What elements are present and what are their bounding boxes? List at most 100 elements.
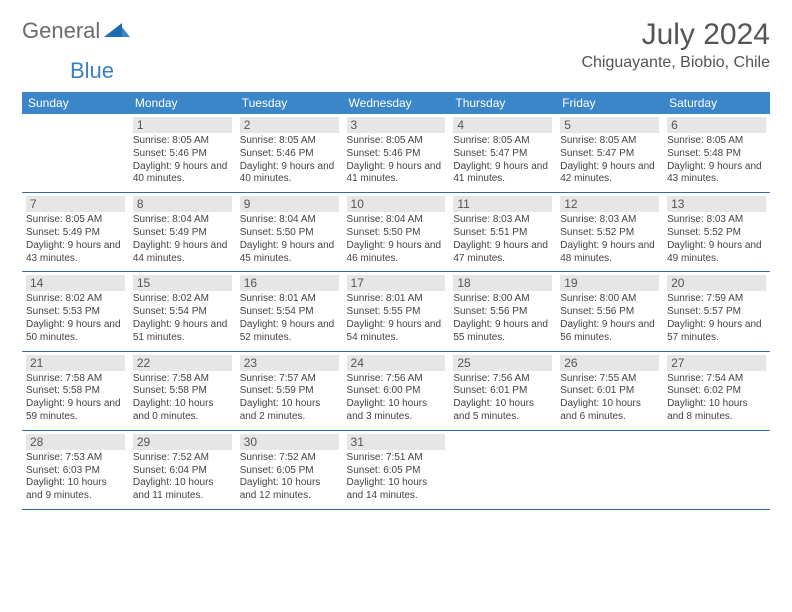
day-number: 28	[26, 434, 125, 450]
calendar-cell: 18Sunrise: 8:00 AMSunset: 5:56 PMDayligh…	[449, 272, 556, 351]
weekday-header: Wednesday	[343, 92, 450, 114]
weekday-header: Thursday	[449, 92, 556, 114]
day-details: Sunrise: 8:00 AMSunset: 5:56 PMDaylight:…	[453, 293, 552, 344]
page-title: July 2024	[581, 18, 770, 52]
calendar-cell: 1 Sunrise: 8:05 AMSunset: 5:46 PMDaylight…	[129, 114, 236, 193]
brand-general: General	[22, 18, 100, 44]
day-number: 16	[240, 275, 339, 291]
calendar-cell: 29Sunrise: 7:52 AMSunset: 6:04 PMDayligh…	[129, 430, 236, 509]
day-number: 30	[240, 434, 339, 450]
day-number: 19	[560, 275, 659, 291]
calendar-cell: 9 Sunrise: 8:04 AMSunset: 5:50 PMDaylight…	[236, 193, 343, 272]
calendar-cell: 11Sunrise: 8:03 AMSunset: 5:51 PMDayligh…	[449, 193, 556, 272]
weekday-header: Saturday	[663, 92, 770, 114]
day-number: 1	[133, 117, 232, 133]
day-number: 25	[453, 355, 552, 371]
day-number: 8	[133, 196, 232, 212]
brand-blue: Blue	[70, 58, 114, 83]
calendar-cell: 17Sunrise: 8:01 AMSunset: 5:55 PMDayligh…	[343, 272, 450, 351]
day-number: 17	[347, 275, 446, 291]
brand-logo: General	[22, 18, 132, 44]
calendar-cell: 12 Sunrise: 8:03 AMSunset: 5:52 PMDayligh…	[556, 193, 663, 272]
day-number: 21	[26, 355, 125, 371]
day-details: Sunrise: 8:04 AMSunset: 5:50 PMDaylight:…	[347, 214, 446, 265]
day-details: Sunrise: 7:56 AMSunset: 6:00 PMDaylight:…	[347, 373, 446, 424]
day-number: 11	[453, 196, 552, 212]
calendar-row: 14 Sunrise: 8:02 AMSunset: 5:53 PMDayligh…	[22, 272, 770, 351]
calendar-cell: 21 Sunrise: 7:58 AMSunset: 5:58 PMDayligh…	[22, 351, 129, 430]
calendar-cell: 16 Sunrise: 8:01 AMSunset: 5:54 PMDayligh…	[236, 272, 343, 351]
day-details: Sunrise: 7:51 AMSunset: 6:05 PMDaylight:…	[347, 452, 446, 503]
day-number: 20	[667, 275, 766, 291]
day-number: 12	[560, 196, 659, 212]
calendar-cell: 14 Sunrise: 8:02 AMSunset: 5:53 PMDayligh…	[22, 272, 129, 351]
calendar-cell: 22Sunrise: 7:58 AMSunset: 5:58 PMDayligh…	[129, 351, 236, 430]
calendar-cell: 25 Sunrise: 7:56 AMSunset: 6:01 PMDayligh…	[449, 351, 556, 430]
day-number: 27	[667, 355, 766, 371]
calendar-cell: 7Sunrise: 8:05 AMSunset: 5:49 PMDaylight…	[22, 193, 129, 272]
day-details: Sunrise: 7:58 AMSunset: 5:58 PMDaylight:…	[133, 373, 232, 424]
weekday-header: Monday	[129, 92, 236, 114]
brand-mark-icon	[104, 19, 130, 44]
day-details: Sunrise: 7:56 AMSunset: 6:01 PMDaylight:…	[453, 373, 552, 424]
calendar-cell: 23 Sunrise: 7:57 AMSunset: 5:59 PMDayligh…	[236, 351, 343, 430]
calendar-cell: 31 Sunrise: 7:51 AMSunset: 6:05 PMDayligh…	[343, 430, 450, 509]
weekday-header: Sunday	[22, 92, 129, 114]
calendar-row: 28 Sunrise: 7:53 AMSunset: 6:03 PMDayligh…	[22, 430, 770, 509]
calendar-row: 21 Sunrise: 7:58 AMSunset: 5:58 PMDayligh…	[22, 351, 770, 430]
calendar-cell: 10 Sunrise: 8:04 AMSunset: 5:50 PMDayligh…	[343, 193, 450, 272]
day-number: 10	[347, 196, 446, 212]
day-details: Sunrise: 8:05 AMSunset: 5:46 PMDaylight:…	[347, 135, 446, 186]
day-details: Sunrise: 8:03 AMSunset: 5:52 PMDaylight:…	[560, 214, 659, 265]
calendar-row: 1 Sunrise: 8:05 AMSunset: 5:46 PMDaylight…	[22, 114, 770, 193]
calendar-cell: 8 Sunrise: 8:04 AMSunset: 5:49 PMDaylight…	[129, 193, 236, 272]
day-details: Sunrise: 7:58 AMSunset: 5:58 PMDaylight:…	[26, 373, 125, 424]
calendar-cell: 5Sunrise: 8:05 AMSunset: 5:47 PMDaylight…	[556, 114, 663, 193]
day-number: 4	[453, 117, 552, 133]
calendar-body: 1 Sunrise: 8:05 AMSunset: 5:46 PMDaylight…	[22, 114, 770, 509]
day-details: Sunrise: 8:04 AMSunset: 5:50 PMDaylight:…	[240, 214, 339, 265]
calendar-cell: 24 Sunrise: 7:56 AMSunset: 6:00 PMDayligh…	[343, 351, 450, 430]
day-details: Sunrise: 8:01 AMSunset: 5:54 PMDaylight:…	[240, 293, 339, 344]
calendar-cell	[449, 430, 556, 509]
day-details: Sunrise: 8:05 AMSunset: 5:46 PMDaylight:…	[240, 135, 339, 186]
calendar-row: 7Sunrise: 8:05 AMSunset: 5:49 PMDaylight…	[22, 193, 770, 272]
calendar-cell: 15Sunrise: 8:02 AMSunset: 5:54 PMDayligh…	[129, 272, 236, 351]
day-details: Sunrise: 7:54 AMSunset: 6:02 PMDaylight:…	[667, 373, 766, 424]
day-details: Sunrise: 7:53 AMSunset: 6:03 PMDaylight:…	[26, 452, 125, 503]
calendar-cell: 28 Sunrise: 7:53 AMSunset: 6:03 PMDayligh…	[22, 430, 129, 509]
day-details: Sunrise: 7:55 AMSunset: 6:01 PMDaylight:…	[560, 373, 659, 424]
calendar-table: Sunday Monday Tuesday Wednesday Thursday…	[22, 92, 770, 510]
day-details: Sunrise: 7:59 AMSunset: 5:57 PMDaylight:…	[667, 293, 766, 344]
calendar-cell: 6 Sunrise: 8:05 AMSunset: 5:48 PMDaylight…	[663, 114, 770, 193]
day-number: 7	[26, 196, 125, 212]
calendar-cell: 30 Sunrise: 7:52 AMSunset: 6:05 PMDayligh…	[236, 430, 343, 509]
weekday-header-row: Sunday Monday Tuesday Wednesday Thursday…	[22, 92, 770, 114]
day-number: 13	[667, 196, 766, 212]
day-number: 26	[560, 355, 659, 371]
calendar-cell	[663, 430, 770, 509]
day-number: 23	[240, 355, 339, 371]
calendar-cell: 27 Sunrise: 7:54 AMSunset: 6:02 PMDayligh…	[663, 351, 770, 430]
day-details: Sunrise: 8:05 AMSunset: 5:47 PMDaylight:…	[453, 135, 552, 186]
calendar-cell: 19Sunrise: 8:00 AMSunset: 5:56 PMDayligh…	[556, 272, 663, 351]
day-details: Sunrise: 8:05 AMSunset: 5:48 PMDaylight:…	[667, 135, 766, 186]
day-number: 31	[347, 434, 446, 450]
day-number: 9	[240, 196, 339, 212]
day-number: 15	[133, 275, 232, 291]
calendar-cell: 26 Sunrise: 7:55 AMSunset: 6:01 PMDayligh…	[556, 351, 663, 430]
weekday-header: Friday	[556, 92, 663, 114]
day-number: 2	[240, 117, 339, 133]
calendar-cell: 2 Sunrise: 8:05 AMSunset: 5:46 PMDaylight…	[236, 114, 343, 193]
day-number: 6	[667, 117, 766, 133]
day-details: Sunrise: 8:05 AMSunset: 5:46 PMDaylight:…	[133, 135, 232, 186]
day-number: 24	[347, 355, 446, 371]
day-details: Sunrise: 7:52 AMSunset: 6:05 PMDaylight:…	[240, 452, 339, 503]
day-number: 5	[560, 117, 659, 133]
day-details: Sunrise: 8:04 AMSunset: 5:49 PMDaylight:…	[133, 214, 232, 265]
day-number: 14	[26, 275, 125, 291]
calendar-cell: 20 Sunrise: 7:59 AMSunset: 5:57 PMDayligh…	[663, 272, 770, 351]
day-details: Sunrise: 7:52 AMSunset: 6:04 PMDaylight:…	[133, 452, 232, 503]
day-details: Sunrise: 7:57 AMSunset: 5:59 PMDaylight:…	[240, 373, 339, 424]
day-details: Sunrise: 8:02 AMSunset: 5:53 PMDaylight:…	[26, 293, 125, 344]
